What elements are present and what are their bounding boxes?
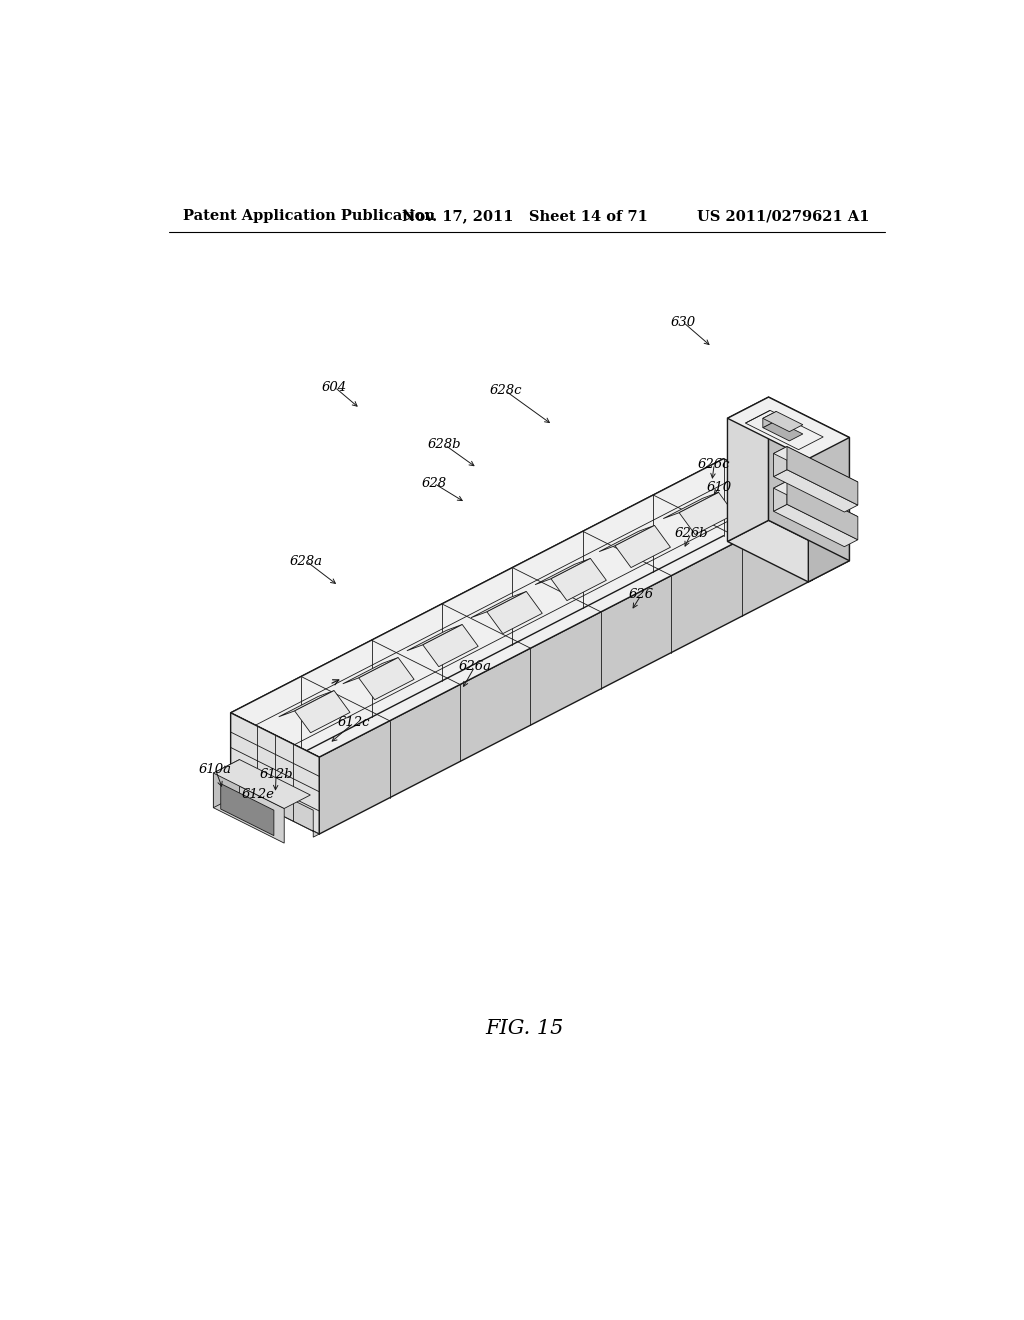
Polygon shape — [237, 800, 263, 828]
Polygon shape — [773, 504, 858, 546]
Text: 628c: 628c — [489, 384, 522, 397]
Polygon shape — [769, 397, 849, 561]
Text: 628: 628 — [422, 477, 446, 490]
Polygon shape — [727, 397, 849, 459]
Polygon shape — [763, 412, 803, 432]
Polygon shape — [358, 657, 414, 700]
Polygon shape — [773, 482, 787, 511]
Text: 612c: 612c — [338, 717, 370, 730]
Polygon shape — [213, 759, 310, 808]
Polygon shape — [295, 690, 350, 733]
Polygon shape — [423, 624, 478, 667]
Polygon shape — [727, 397, 769, 541]
Text: 604: 604 — [322, 380, 347, 393]
Polygon shape — [536, 558, 591, 585]
Polygon shape — [773, 446, 858, 488]
Text: 610: 610 — [707, 480, 732, 494]
Polygon shape — [773, 446, 787, 477]
Polygon shape — [230, 459, 812, 758]
Text: 612e: 612e — [241, 788, 274, 801]
Text: 630: 630 — [671, 315, 696, 329]
Text: 626: 626 — [629, 589, 653, 602]
Text: FIG. 15: FIG. 15 — [485, 1019, 564, 1038]
Polygon shape — [679, 492, 734, 535]
Text: 612b: 612b — [259, 768, 293, 781]
Polygon shape — [221, 784, 273, 836]
Polygon shape — [787, 482, 858, 540]
Polygon shape — [407, 624, 462, 651]
Polygon shape — [745, 411, 770, 424]
Text: US 2011/0279621 A1: US 2011/0279621 A1 — [697, 209, 869, 223]
Text: 628b: 628b — [428, 438, 462, 451]
Polygon shape — [599, 525, 654, 552]
Text: 610a: 610a — [199, 763, 231, 776]
Polygon shape — [230, 713, 319, 834]
Polygon shape — [773, 482, 858, 524]
Polygon shape — [319, 503, 812, 834]
Polygon shape — [615, 525, 671, 568]
Polygon shape — [664, 492, 719, 519]
Text: 626c: 626c — [698, 458, 730, 471]
Text: 628a: 628a — [290, 554, 323, 568]
Text: 626a: 626a — [459, 660, 492, 673]
Polygon shape — [224, 766, 319, 837]
Polygon shape — [763, 412, 776, 428]
Polygon shape — [808, 437, 849, 582]
Polygon shape — [727, 520, 849, 582]
Polygon shape — [213, 759, 240, 808]
Polygon shape — [230, 459, 724, 789]
Polygon shape — [471, 591, 526, 618]
Polygon shape — [486, 591, 543, 634]
Polygon shape — [343, 657, 398, 684]
Polygon shape — [745, 411, 823, 450]
Polygon shape — [279, 690, 334, 717]
Text: Nov. 17, 2011   Sheet 14 of 71: Nov. 17, 2011 Sheet 14 of 71 — [401, 209, 648, 223]
Polygon shape — [787, 446, 858, 506]
Polygon shape — [773, 470, 858, 512]
Polygon shape — [551, 558, 606, 601]
Polygon shape — [763, 421, 803, 441]
Polygon shape — [213, 774, 285, 843]
Text: Patent Application Publication: Patent Application Publication — [183, 209, 435, 223]
Polygon shape — [237, 810, 270, 828]
Text: 626b: 626b — [675, 527, 708, 540]
